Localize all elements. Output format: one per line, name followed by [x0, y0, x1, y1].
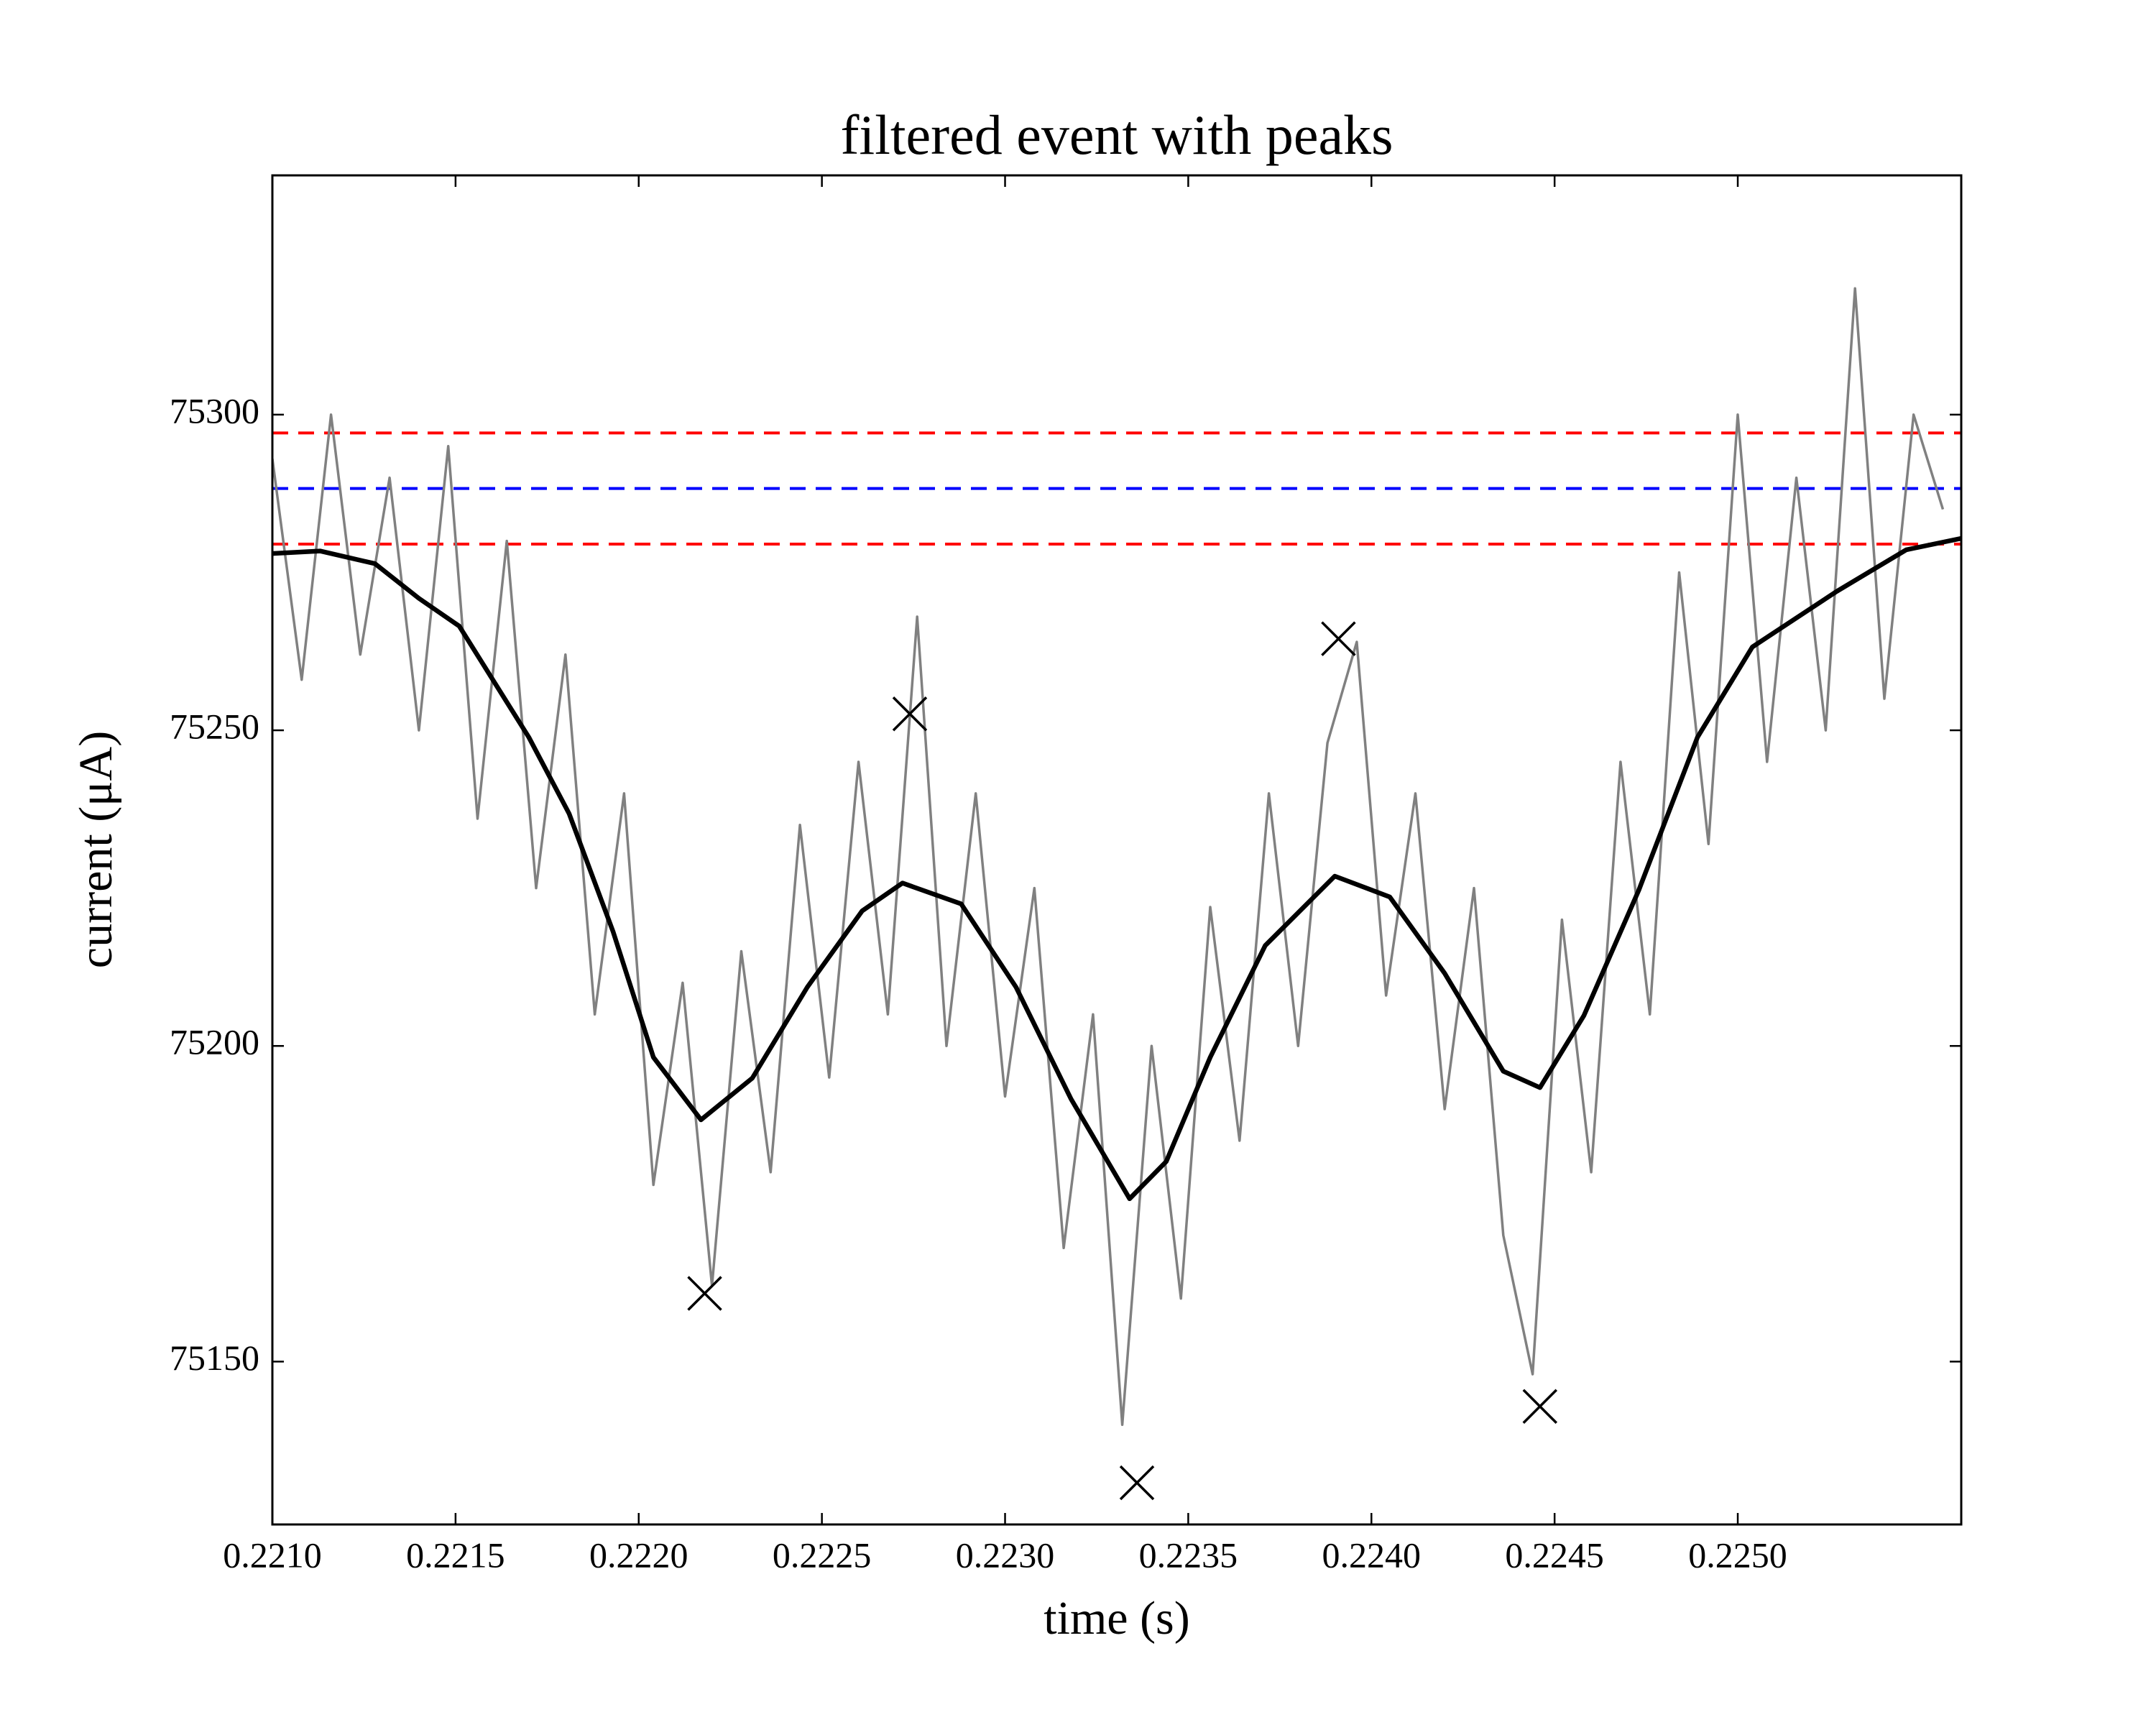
peak-marker	[892, 696, 928, 732]
peak-marker	[1321, 621, 1356, 656]
axes-frame	[271, 174, 1963, 1526]
x-tick-label: 0.2245	[1505, 1535, 1604, 1575]
peak-marker	[1522, 1389, 1558, 1424]
filtered-signal	[272, 535, 1961, 1202]
raw-signal	[272, 287, 1945, 1426]
y-tick-label: 75200	[170, 1022, 259, 1062]
x-axis-label: time (s)	[1044, 1592, 1189, 1644]
y-axis-label: current (μA)	[70, 731, 122, 968]
x-tick-label: 0.2250	[1688, 1535, 1787, 1575]
x-tick-label: 0.2235	[1139, 1535, 1238, 1575]
peak-marker	[1119, 1465, 1155, 1501]
x-tick-label: 0.2210	[223, 1535, 322, 1575]
peak-marker	[687, 1276, 722, 1311]
x-tick-label: 0.2240	[1322, 1535, 1422, 1575]
y-tick-label: 75250	[170, 707, 259, 747]
axes: 0.2210 0.2215 0.2220 0.2225 0.2230 0.2235 0.22…	[170, 174, 1963, 1575]
x-tick-label: 0.2220	[589, 1535, 688, 1575]
y-tick-label: 75150	[170, 1338, 259, 1378]
x-tick-label: 0.2215	[406, 1535, 505, 1575]
x-tick-label: 0.2230	[956, 1535, 1055, 1575]
chart-title: filtered event with peaks	[841, 104, 1393, 166]
x-tick-label: 0.2225	[773, 1535, 872, 1575]
y-tick-label: 75300	[170, 390, 259, 431]
plot-area	[272, 287, 1961, 1501]
